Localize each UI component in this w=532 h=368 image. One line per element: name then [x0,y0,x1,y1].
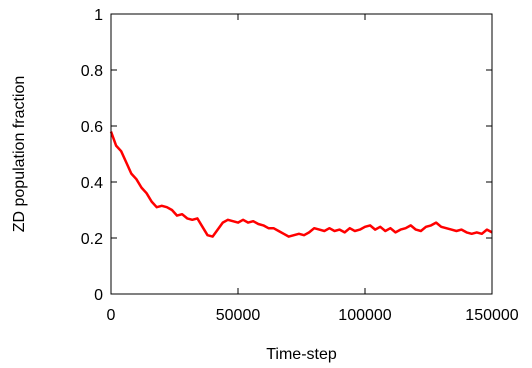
x-axis-ticks: 0 50000 100000 150000 [107,14,519,324]
y-tick-label: 0.2 [81,231,103,248]
x-tick-label: 0 [107,307,116,324]
series-lines [109,131,493,238]
y-tick-label: 0.4 [81,175,103,192]
y-tick-label: 0.6 [81,119,103,136]
y-axis-title: ZD population fraction [11,76,28,233]
y-axis-ticks: 0 0.2 0.4 0.6 0.8 1 [81,7,492,304]
x-tick-label: 150000 [465,307,518,324]
x-tick-label: 100000 [338,307,391,324]
y-tick-label: 1 [94,7,103,24]
x-tick-label: 50000 [216,307,261,324]
y-tick-label: 0 [94,287,103,304]
y-tick-label: 0.8 [81,63,103,80]
x-axis-title: Time-step [266,346,337,363]
series-line [109,131,493,238]
plot-frame [110,13,493,295]
